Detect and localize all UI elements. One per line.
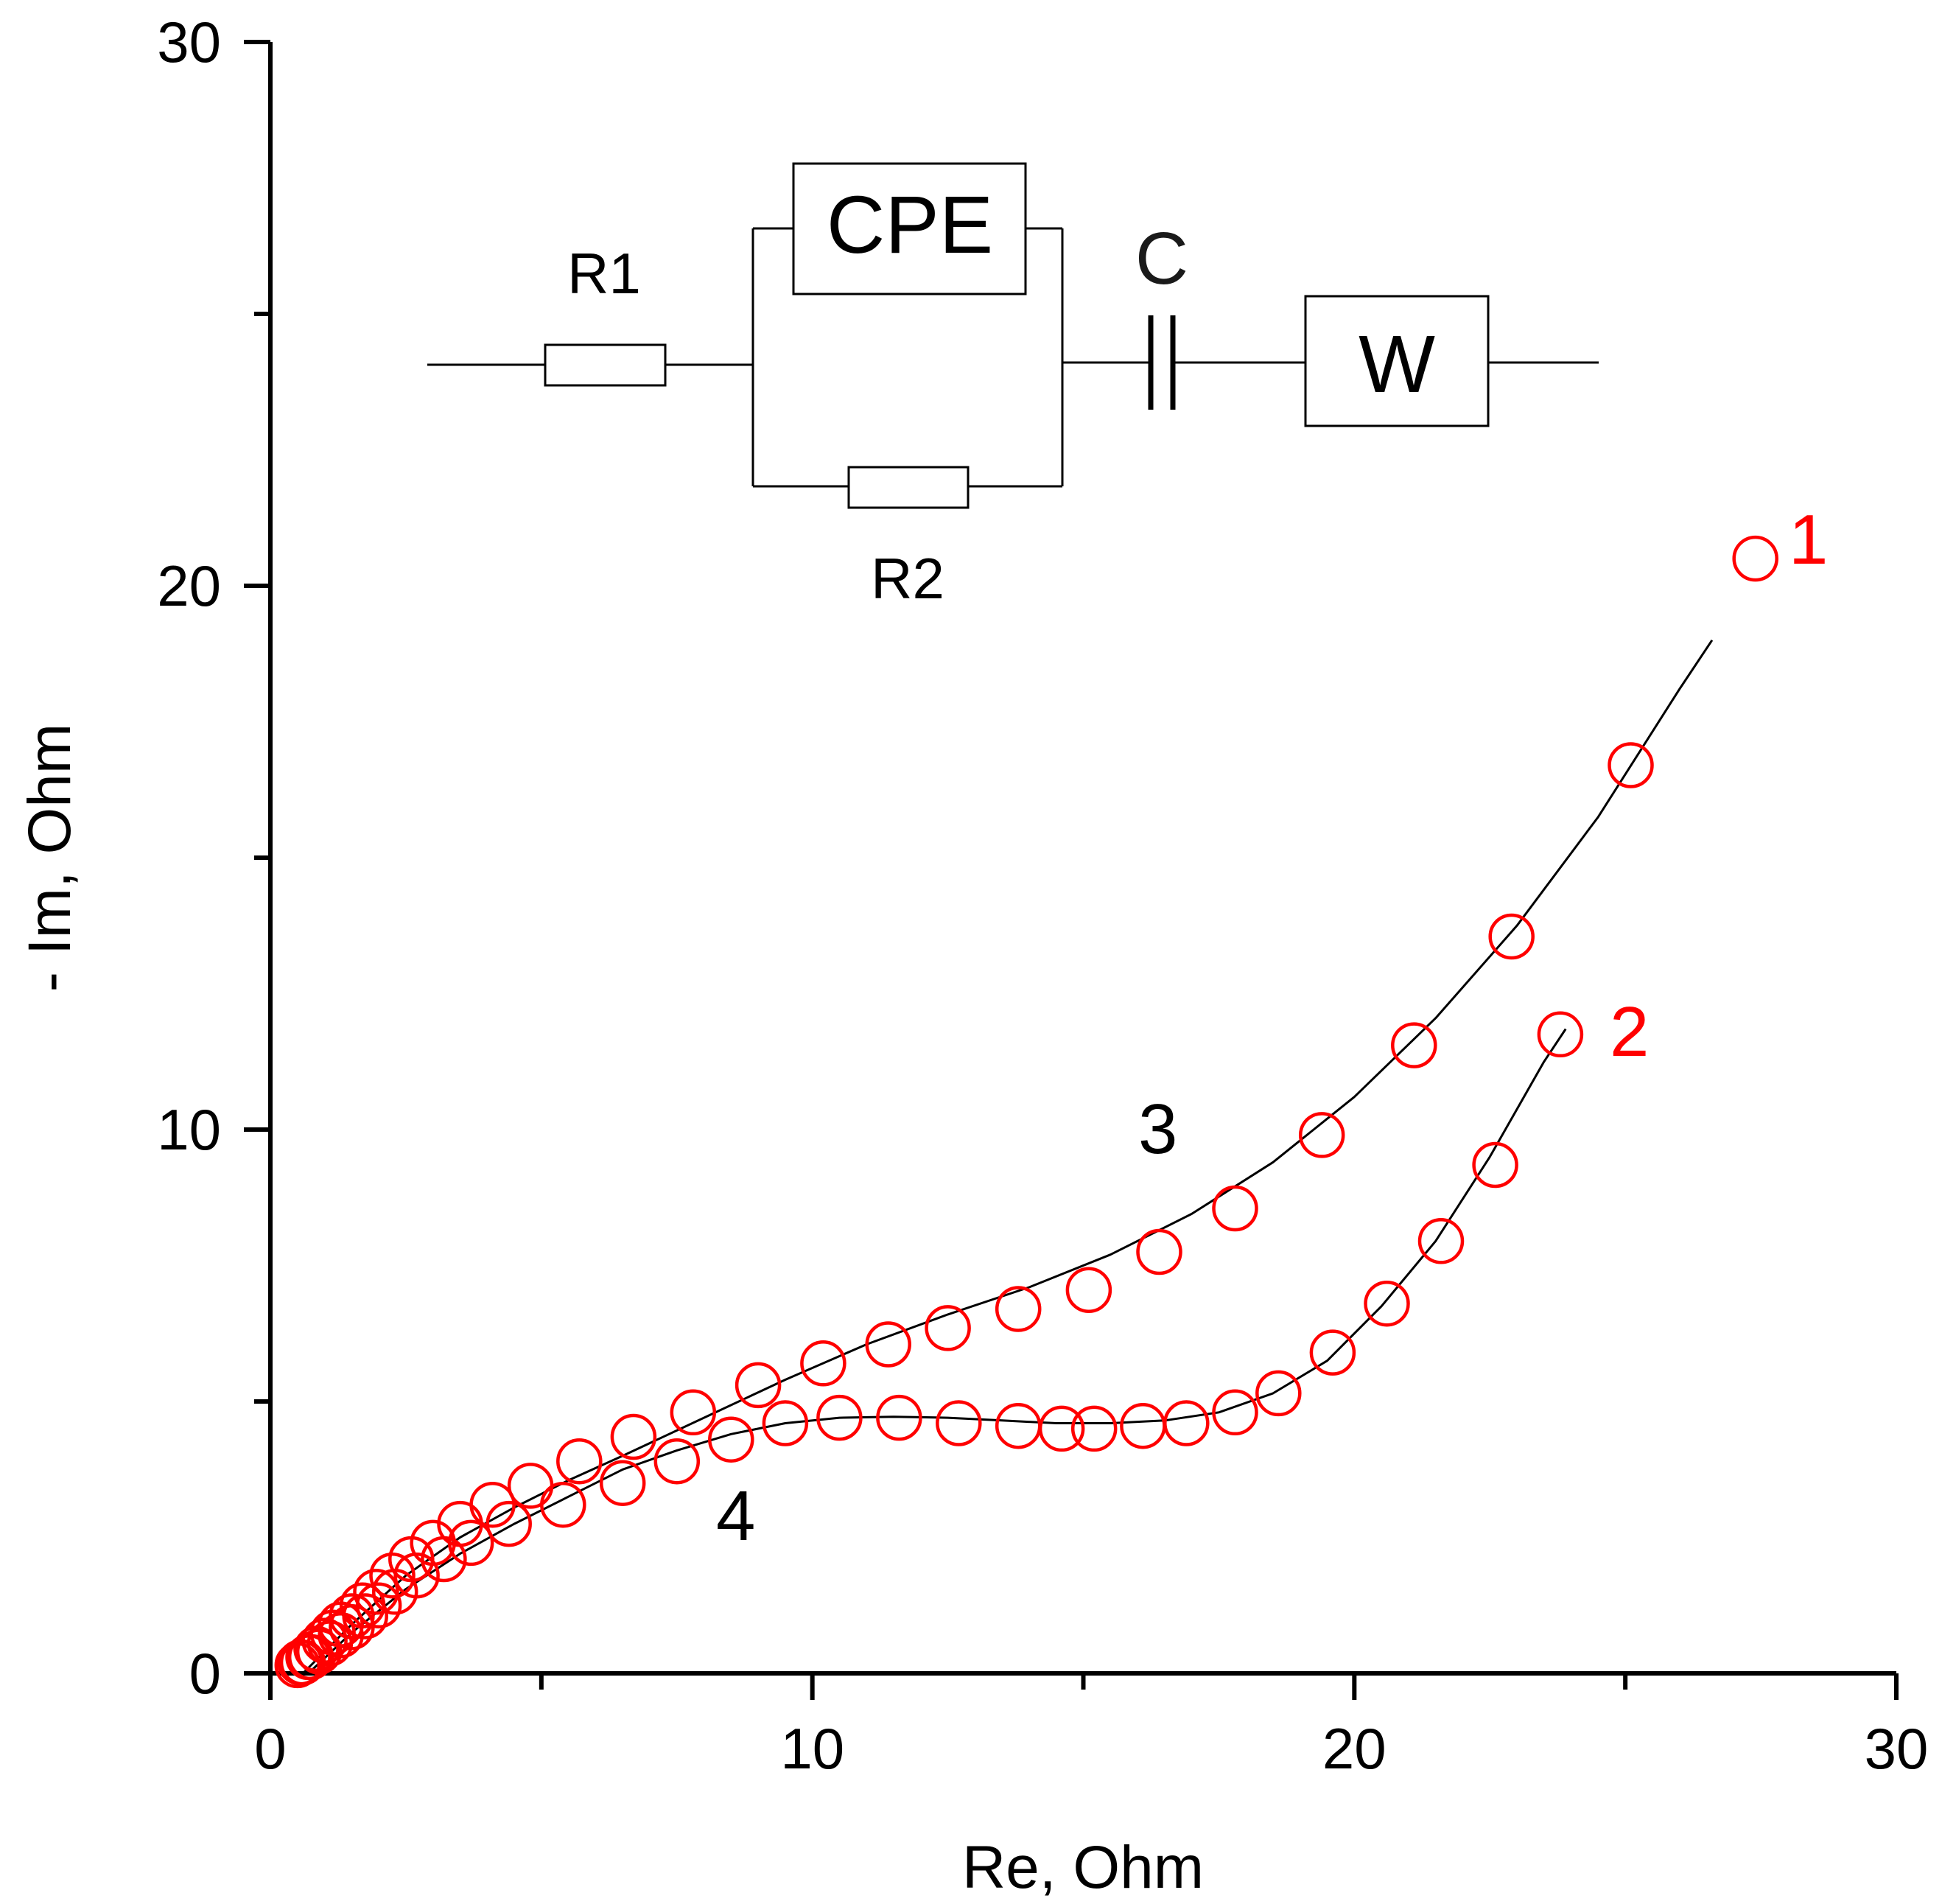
data-point-series-2 xyxy=(876,1394,922,1441)
data-point-series-2 xyxy=(1309,1329,1356,1376)
data-point-series-2 xyxy=(274,1642,321,1689)
data-point-series-2 xyxy=(1472,1141,1518,1189)
y-axis-label: - Im, Ohm xyxy=(16,724,83,992)
data-point-series-1 xyxy=(1136,1228,1182,1275)
data-point-series-2 xyxy=(447,1519,494,1567)
fit-lines xyxy=(302,639,1714,1675)
data-point-series-2 xyxy=(1120,1402,1166,1449)
data-point-series-1 xyxy=(507,1463,554,1509)
x-tick-label: 0 xyxy=(254,1716,286,1781)
y-tick-label: 30 xyxy=(157,10,221,74)
data-point-series-2 xyxy=(1537,1011,1584,1058)
data-point-series-2 xyxy=(599,1460,646,1506)
data-point-series-2 xyxy=(318,1612,364,1659)
r2-label: R2 xyxy=(871,546,944,611)
data-point-series-2 xyxy=(1364,1280,1410,1327)
data-point-series-2 xyxy=(342,1593,388,1639)
data-point-series-1 xyxy=(1608,742,1654,788)
data-point-series-1 xyxy=(995,1286,1042,1332)
curve-label-2: 2 xyxy=(1610,993,1649,1071)
curve-label-1: 1 xyxy=(1789,500,1828,579)
x-tick-label: 30 xyxy=(1865,1716,1929,1781)
data-point-series-2 xyxy=(995,1402,1042,1449)
data-point-series-2 xyxy=(762,1400,809,1446)
data-point-series-1 xyxy=(353,1569,399,1615)
data-point-series-1 xyxy=(369,1552,416,1599)
cpe-box xyxy=(792,162,1027,295)
data-point-series-2 xyxy=(421,1536,467,1583)
data-point-series-2 xyxy=(1038,1405,1085,1452)
data-point-series-2 xyxy=(708,1416,754,1463)
data-point-series-2 xyxy=(1255,1370,1302,1417)
data-point-series-1 xyxy=(556,1438,603,1485)
data-point-series-1 xyxy=(925,1305,971,1351)
data-point-series-1 xyxy=(469,1481,516,1528)
r1-label: R1 xyxy=(567,241,641,306)
data-point-series-1 xyxy=(1298,1112,1345,1158)
data-point-series-1 xyxy=(1065,1267,1112,1313)
data-point-series-1 xyxy=(1732,535,1778,582)
experimental-points xyxy=(274,535,1778,1689)
curve-label-3: 3 xyxy=(1138,1090,1177,1169)
c-label: C xyxy=(1135,217,1188,300)
x-tick-labels: 0 10 20 30 xyxy=(254,1716,1928,1781)
w-label: W xyxy=(1359,319,1435,410)
curve-label-4: 4 xyxy=(716,1477,755,1555)
x-axis-label: Re, Ohm xyxy=(962,1834,1204,1901)
data-point-series-1 xyxy=(670,1389,717,1436)
data-point-series-2 xyxy=(1417,1218,1465,1264)
cpe-label: CPE xyxy=(827,180,993,270)
data-point-series-2 xyxy=(486,1500,532,1547)
data-point-series-2 xyxy=(936,1400,982,1446)
resistor-r2 xyxy=(847,466,970,509)
data-point-series-1 xyxy=(735,1362,782,1409)
data-point-series-1 xyxy=(865,1321,911,1368)
y-tick-label: 10 xyxy=(157,1097,221,1162)
x-tick-label: 10 xyxy=(780,1716,844,1781)
y-tick-labels: 0 10 20 30 xyxy=(157,10,221,1706)
data-point-series-2 xyxy=(1070,1405,1118,1452)
data-point-series-2 xyxy=(653,1438,701,1485)
y-tick-label: 20 xyxy=(157,553,221,618)
data-point-series-2 xyxy=(393,1552,440,1599)
data-point-series-1 xyxy=(1212,1185,1258,1232)
resistor-r1 xyxy=(544,343,667,387)
data-point-series-1 xyxy=(1488,913,1535,960)
equivalent-circuit-inset xyxy=(427,162,1599,509)
warburg-box xyxy=(1304,295,1490,427)
data-point-series-1 xyxy=(800,1340,846,1387)
data-point-series-2 xyxy=(355,1582,402,1629)
data-point-series-2 xyxy=(1163,1400,1210,1446)
data-point-series-2 xyxy=(540,1481,586,1528)
y-tick-label: 0 xyxy=(189,1641,221,1706)
x-tick-label: 20 xyxy=(1322,1716,1387,1781)
ticks xyxy=(244,40,1899,1700)
data-point-series-1 xyxy=(1391,1022,1437,1068)
data-point-series-1 xyxy=(610,1413,657,1460)
data-point-series-2 xyxy=(816,1394,863,1441)
fit-line-3 xyxy=(302,639,1714,1675)
data-point-series-2 xyxy=(1212,1389,1258,1436)
fit-line-4 xyxy=(307,1028,1567,1675)
